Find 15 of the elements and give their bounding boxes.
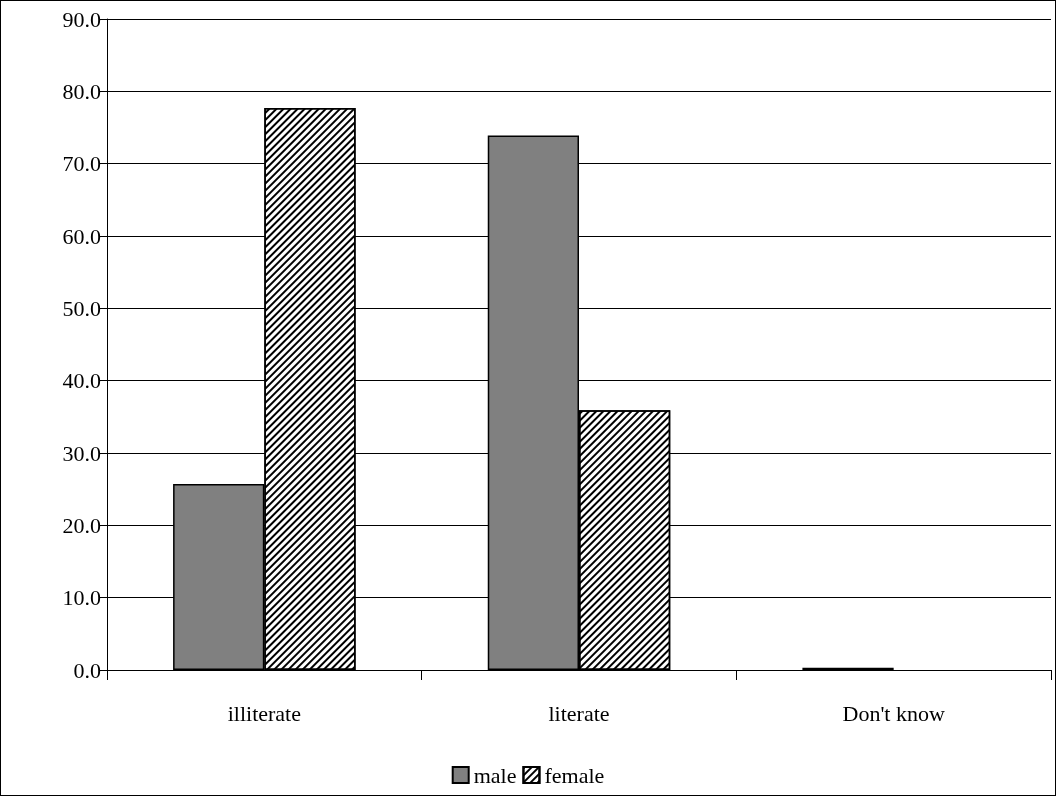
legend-label: female: [544, 762, 605, 788]
y-tick-label: 60.0: [62, 223, 101, 249]
y-tick-label: 90.0: [62, 6, 101, 32]
x-tick-label: literate: [548, 700, 610, 726]
y-tick-label: 40.0: [62, 368, 101, 394]
y-tick-label: 30.0: [62, 440, 101, 466]
x-tick-label: Don't know: [842, 700, 945, 726]
y-tick-label: 10.0: [62, 585, 101, 611]
x-tick-label: illiterate: [227, 700, 301, 726]
y-tick-label: 0.0: [73, 657, 101, 683]
y-tick-label: 50.0: [62, 295, 101, 321]
legend-label: male: [473, 762, 517, 788]
y-tick-label: 80.0: [62, 78, 101, 104]
y-tick-label: 20.0: [62, 512, 101, 538]
y-tick-label: 70.0: [62, 151, 101, 177]
